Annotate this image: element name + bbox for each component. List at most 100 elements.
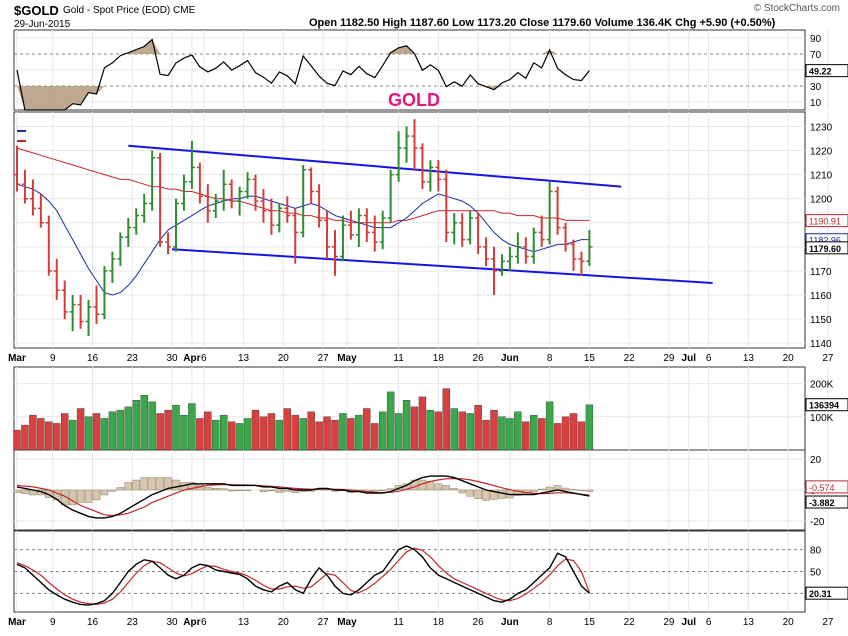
x-axis-label-bottom: 22 bbox=[624, 617, 636, 628]
x-axis-label: 8 bbox=[547, 353, 553, 364]
volume-bar bbox=[84, 416, 93, 451]
macd-histogram-bar bbox=[474, 489, 482, 499]
price-bar bbox=[252, 174, 259, 211]
volume-tick-label: 200K bbox=[810, 380, 834, 391]
symbol-title: $GOLD bbox=[14, 3, 59, 18]
price-bar bbox=[387, 169, 394, 223]
macd-tick-label: 20 bbox=[810, 455, 822, 466]
macd-histogram-bar bbox=[84, 489, 93, 503]
price-bar bbox=[467, 210, 474, 245]
volume-bar bbox=[538, 418, 546, 451]
x-axis-label: 13 bbox=[743, 353, 755, 364]
x-axis-label: 23 bbox=[127, 353, 139, 364]
volume-last-tag: 136394 bbox=[809, 401, 839, 411]
price-tick-label: 1140 bbox=[810, 339, 832, 350]
macd-histogram-bar bbox=[148, 477, 156, 491]
price-bar bbox=[435, 160, 442, 192]
rsi-last-tag: 49.22 bbox=[809, 67, 832, 77]
price-bar bbox=[125, 217, 132, 247]
macd-histogram-bar bbox=[108, 489, 117, 492]
volume-bar bbox=[363, 408, 371, 451]
volume-bar bbox=[506, 418, 514, 451]
macd-histogram-bar bbox=[92, 489, 101, 501]
price-tag: 1190.91 bbox=[809, 217, 841, 227]
macd-histogram-bar bbox=[545, 486, 554, 491]
volume-bar bbox=[291, 414, 299, 451]
price-bar bbox=[411, 119, 418, 170]
price-bar bbox=[316, 184, 323, 228]
macd-histogram-bar bbox=[100, 489, 109, 496]
volume-last-tag-box bbox=[805, 398, 848, 412]
price-bar bbox=[483, 237, 490, 267]
x-axis-label: 20 bbox=[783, 353, 795, 364]
rsi-tick-label: 10 bbox=[810, 98, 822, 109]
price-bar bbox=[236, 186, 243, 216]
price-bar bbox=[61, 280, 68, 320]
volume-bar bbox=[386, 391, 395, 451]
macd-histogram-bar bbox=[140, 477, 148, 491]
macd-histogram-bar bbox=[156, 477, 164, 491]
x-axis-label: Jul bbox=[682, 353, 697, 364]
price-bar bbox=[220, 169, 227, 211]
macd-histogram-bar bbox=[537, 488, 546, 491]
price-bar bbox=[77, 295, 84, 329]
volume-bar bbox=[140, 395, 148, 451]
price-tick-label: 1200 bbox=[810, 195, 833, 206]
macd-histogram-bar bbox=[378, 489, 387, 491]
x-axis-label: Jun bbox=[501, 353, 519, 364]
x-axis-label-bottom: May bbox=[337, 617, 357, 628]
price-panel-frame bbox=[13, 111, 806, 349]
volume-bar bbox=[466, 413, 474, 451]
x-axis-label: 30 bbox=[166, 353, 178, 364]
price-bar bbox=[196, 162, 203, 204]
price-bar bbox=[538, 215, 545, 247]
rsi-line bbox=[16, 38, 590, 111]
volume-bar bbox=[92, 413, 101, 451]
macd-histogram-bar bbox=[204, 487, 212, 491]
x-axis-label: 6 bbox=[201, 353, 207, 364]
volume-bar bbox=[243, 418, 252, 451]
volume-bar bbox=[259, 416, 268, 451]
watermark: © StockCharts.com bbox=[753, 3, 840, 14]
volume-bar bbox=[410, 406, 419, 451]
x-axis-label-bottom: 13 bbox=[238, 617, 250, 628]
sto-d-line bbox=[16, 547, 590, 606]
macd-histogram-bar bbox=[172, 479, 180, 491]
volume-bar bbox=[545, 401, 554, 451]
x-axis-label-bottom: 29 bbox=[663, 617, 675, 628]
x-axis-label: 16 bbox=[87, 353, 99, 364]
volume-bar bbox=[371, 423, 379, 451]
price-bar bbox=[204, 184, 211, 223]
price-bar bbox=[244, 172, 251, 199]
price-bar bbox=[578, 251, 585, 276]
macd-histogram-bar bbox=[482, 489, 490, 501]
x-axis-label-bottom: Jul bbox=[682, 617, 697, 628]
volume-bar bbox=[458, 411, 466, 451]
macd-histogram-bar bbox=[132, 479, 140, 491]
volume-bar bbox=[498, 416, 506, 451]
macd-histogram-bar bbox=[371, 489, 379, 492]
macd-line bbox=[16, 475, 590, 519]
volume-bar bbox=[219, 414, 228, 451]
price-bar bbox=[554, 186, 561, 235]
macd-histogram-bar bbox=[585, 489, 594, 492]
x-axis-label: 29 bbox=[663, 353, 675, 364]
price-tag: 1179.60 bbox=[809, 244, 841, 254]
macd-histogram-bar bbox=[212, 488, 220, 491]
channel-upper-line bbox=[128, 144, 622, 188]
price-bar bbox=[514, 232, 521, 264]
rsi-tick-label: 30 bbox=[810, 82, 822, 93]
volume-bar bbox=[37, 418, 45, 451]
volume-bar bbox=[53, 423, 61, 451]
volume-bar bbox=[339, 413, 347, 451]
price-bar bbox=[395, 131, 402, 182]
volume-bar bbox=[561, 416, 570, 451]
price-bar bbox=[347, 210, 354, 240]
x-axis-label: Apr bbox=[183, 353, 200, 364]
price-bar bbox=[141, 193, 148, 223]
price-bar bbox=[498, 254, 505, 276]
price-bar bbox=[228, 179, 235, 209]
x-axis-label-bottom: 8 bbox=[547, 617, 553, 628]
macd-tag-box bbox=[805, 495, 848, 509]
